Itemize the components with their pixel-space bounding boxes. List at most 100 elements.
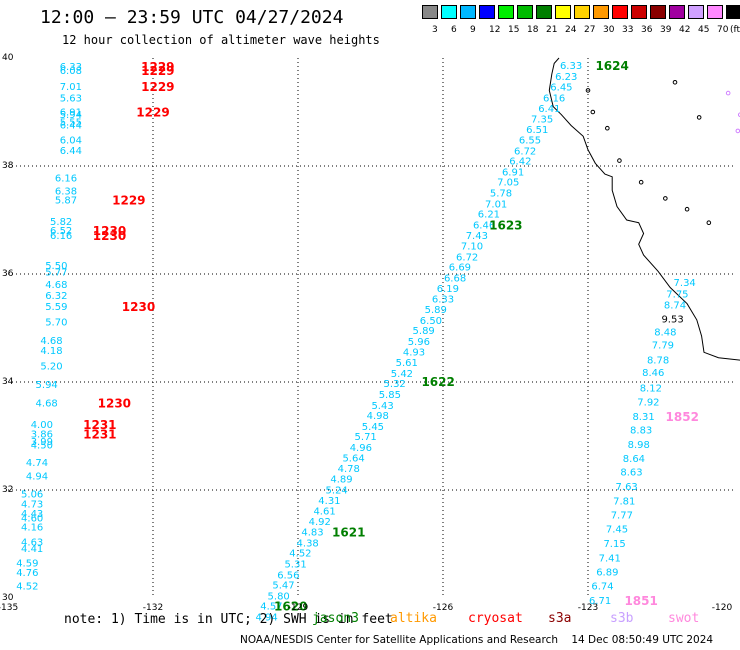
wave-height-value: 6.45 (550, 83, 572, 94)
wave-height-value: 7.41 (599, 554, 621, 565)
wave-height-value: 4.89 (330, 475, 352, 486)
pass-time-label: 1229 (141, 60, 174, 74)
pass-time-label: 1851 (624, 594, 657, 608)
wave-height-value: 5.82 (50, 217, 72, 228)
pass-time-label: 1621 (332, 526, 365, 540)
wave-height-value: 4.74 (26, 458, 48, 469)
inland-lake (672, 80, 678, 85)
wave-height-value: 6.55 (519, 136, 541, 147)
wave-observations: 6.336.087.015.636.915.945.556.446.046.44… (16, 61, 696, 623)
legend-swatch (517, 5, 533, 19)
pass-time-label: 1229 (136, 106, 169, 120)
wave-height-value: 4.43 (21, 509, 43, 520)
wave-height-value: 5.77 (45, 267, 67, 278)
wave-height-value: 4.38 (297, 538, 319, 549)
wave-height-value: 4.41 (21, 544, 43, 555)
satellite-name: cryosat (468, 611, 523, 626)
wave-height-value: 8.63 (620, 468, 642, 479)
wave-height-value: 8.48 (654, 327, 676, 338)
latitude-tick-label: 30 (2, 593, 14, 603)
wave-height-value: 6.42 (509, 157, 531, 168)
wave-height-value: 4.60 (21, 514, 43, 525)
wave-height-value: 7.35 (531, 115, 553, 126)
wave-height-value: 8.74 (664, 300, 686, 311)
wave-height-value: 3.99 (31, 437, 53, 448)
wave-height-value: 5.78 (490, 189, 512, 200)
legend-label: 6 (451, 25, 457, 35)
pass-time-label: 1230 (98, 397, 131, 411)
legend-label: 45 (698, 25, 710, 35)
wave-height-value: 5.42 (391, 369, 413, 380)
inland-lake (663, 196, 668, 201)
longitude-tick-label: -129 (288, 603, 309, 613)
longitude-tick-label: -135 (0, 603, 18, 613)
wave-height-value: 5.87 (55, 196, 77, 207)
inland-lake (617, 158, 622, 163)
wave-height-value: 5.59 (45, 302, 67, 313)
wave-height-value: 7.77 (611, 510, 633, 521)
wave-height-value: 7.01 (60, 82, 82, 93)
wave-height-value: 6.33 (432, 294, 454, 305)
legend-label: 3 (432, 25, 438, 35)
longitude-tick-label: -120 (712, 603, 733, 613)
longitude-tick-label: -126 (433, 603, 454, 613)
inland-lake (590, 109, 596, 115)
wave-height-value: 6.89 (596, 568, 618, 579)
legend-swatch (612, 5, 628, 19)
wave-height-value: 5.85 (379, 390, 401, 401)
inland-lake (696, 115, 702, 120)
wave-height-value: 6.16 (55, 173, 77, 184)
wave-height-value: 7.79 (652, 340, 674, 351)
axis-tick-labels: 40 38 36 34 32 30-135 -132 -129 -126 -123 -120 (0, 53, 732, 613)
wave-height-value: 4.57 (260, 602, 282, 613)
wave-height-value: 7.75 (666, 290, 688, 301)
wave-height-value: 5.89 (413, 326, 435, 337)
wave-height-value: 4.68 (36, 399, 58, 410)
wave-height-value: 7.34 (674, 278, 696, 289)
wave-height-value: 7.05 (497, 178, 519, 189)
wave-height-value: 5.96 (408, 337, 430, 348)
wave-height-value: 5.70 (45, 318, 67, 329)
pass-time-label: 1620 (274, 600, 307, 614)
inland-lake (684, 206, 690, 212)
wave-height-value: 4.76 (16, 568, 38, 579)
wave-height-value: 6.44 (60, 121, 82, 132)
wave-height-value: 5.71 (355, 432, 377, 443)
wave-height-value: 5.47 (272, 581, 294, 592)
legend-swatch (441, 5, 457, 19)
wave-height-value: 8.31 (632, 412, 654, 423)
legend-label: 70 (717, 25, 729, 35)
wave-height-value: 5.06 (21, 489, 43, 500)
wave-height-value: 4.94 (255, 612, 277, 623)
wave-height-value: 6.72 (514, 146, 536, 157)
legend-swatch (555, 5, 571, 19)
wave-height-value: 4.92 (309, 517, 331, 528)
wave-height-value: 8.98 (628, 440, 650, 451)
legend-swatch (631, 5, 647, 19)
wave-height-value: 6.41 (538, 104, 560, 115)
wave-height-value: 5.32 (384, 379, 406, 390)
wave-height-value: 4.93 (403, 347, 425, 358)
wave-height-value: 5.89 (425, 305, 447, 316)
wave-height-value: 5.61 (396, 358, 418, 369)
wave-height-value: 6.71 (589, 596, 611, 607)
wave-height-value: 6.69 (449, 263, 471, 274)
legend-swatch (574, 5, 590, 19)
wave-height-value: 8.12 (640, 383, 662, 394)
wave-height-value: 4.83 (301, 528, 323, 539)
wave-height-value: 7.63 (616, 482, 638, 493)
wave-height-value: 4.96 (350, 443, 372, 454)
coastline-path (548, 57, 740, 361)
wave-height-value: 6.68 (444, 273, 466, 284)
wave-height-value: 4.94 (26, 472, 48, 483)
longitude-tick-label: -123 (578, 603, 598, 613)
wave-height-value: 6.91 (60, 108, 82, 119)
wave-height-value: 6.52 (50, 226, 72, 237)
legend-label: 21 (546, 25, 558, 35)
wave-height-value: 3.86 (31, 429, 53, 440)
wave-height-value: 6.33 (560, 61, 582, 72)
pass-time-label: 1230 (93, 224, 126, 238)
legend-label: 30 (603, 25, 615, 35)
wave-height-value: 9.53 (661, 314, 683, 325)
